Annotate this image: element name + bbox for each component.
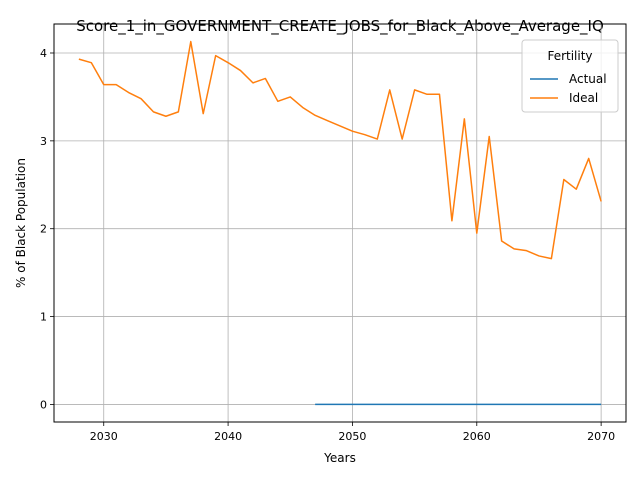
y-tick-label: 0 (40, 398, 47, 411)
plot-frame (53, 23, 627, 423)
series-lines (78, 40, 602, 406)
y-tick-label: 3 (40, 135, 47, 148)
x-axis-ticks: 2030 2040 2050 2060 2070 (90, 422, 615, 443)
legend-label-actual: Actual (569, 72, 607, 86)
y-tick-label: 1 (40, 311, 47, 324)
x-tick-label: 2030 (90, 430, 118, 443)
y-tick-label: 4 (40, 47, 47, 60)
x-tick-label: 2040 (214, 430, 242, 443)
x-axis-label: Years (323, 451, 356, 465)
y-axis-ticks: 0 1 2 3 4 (40, 47, 54, 411)
y-tick-label: 2 (40, 223, 47, 236)
legend-label-ideal: Ideal (569, 91, 598, 105)
chart-title: Score_1_in_GOVERNMENT_CREATE_JOBS_for_Bl… (76, 17, 604, 36)
legend-title: Fertility (547, 49, 592, 63)
x-tick-label: 2070 (587, 430, 615, 443)
series-line-ideal (78, 40, 602, 260)
x-tick-label: 2050 (338, 430, 366, 443)
legend: Fertility Actual Ideal (521, 39, 619, 113)
x-tick-label: 2060 (463, 430, 491, 443)
legend-box (521, 39, 619, 113)
y-axis-label: % of Black Population (14, 158, 28, 288)
